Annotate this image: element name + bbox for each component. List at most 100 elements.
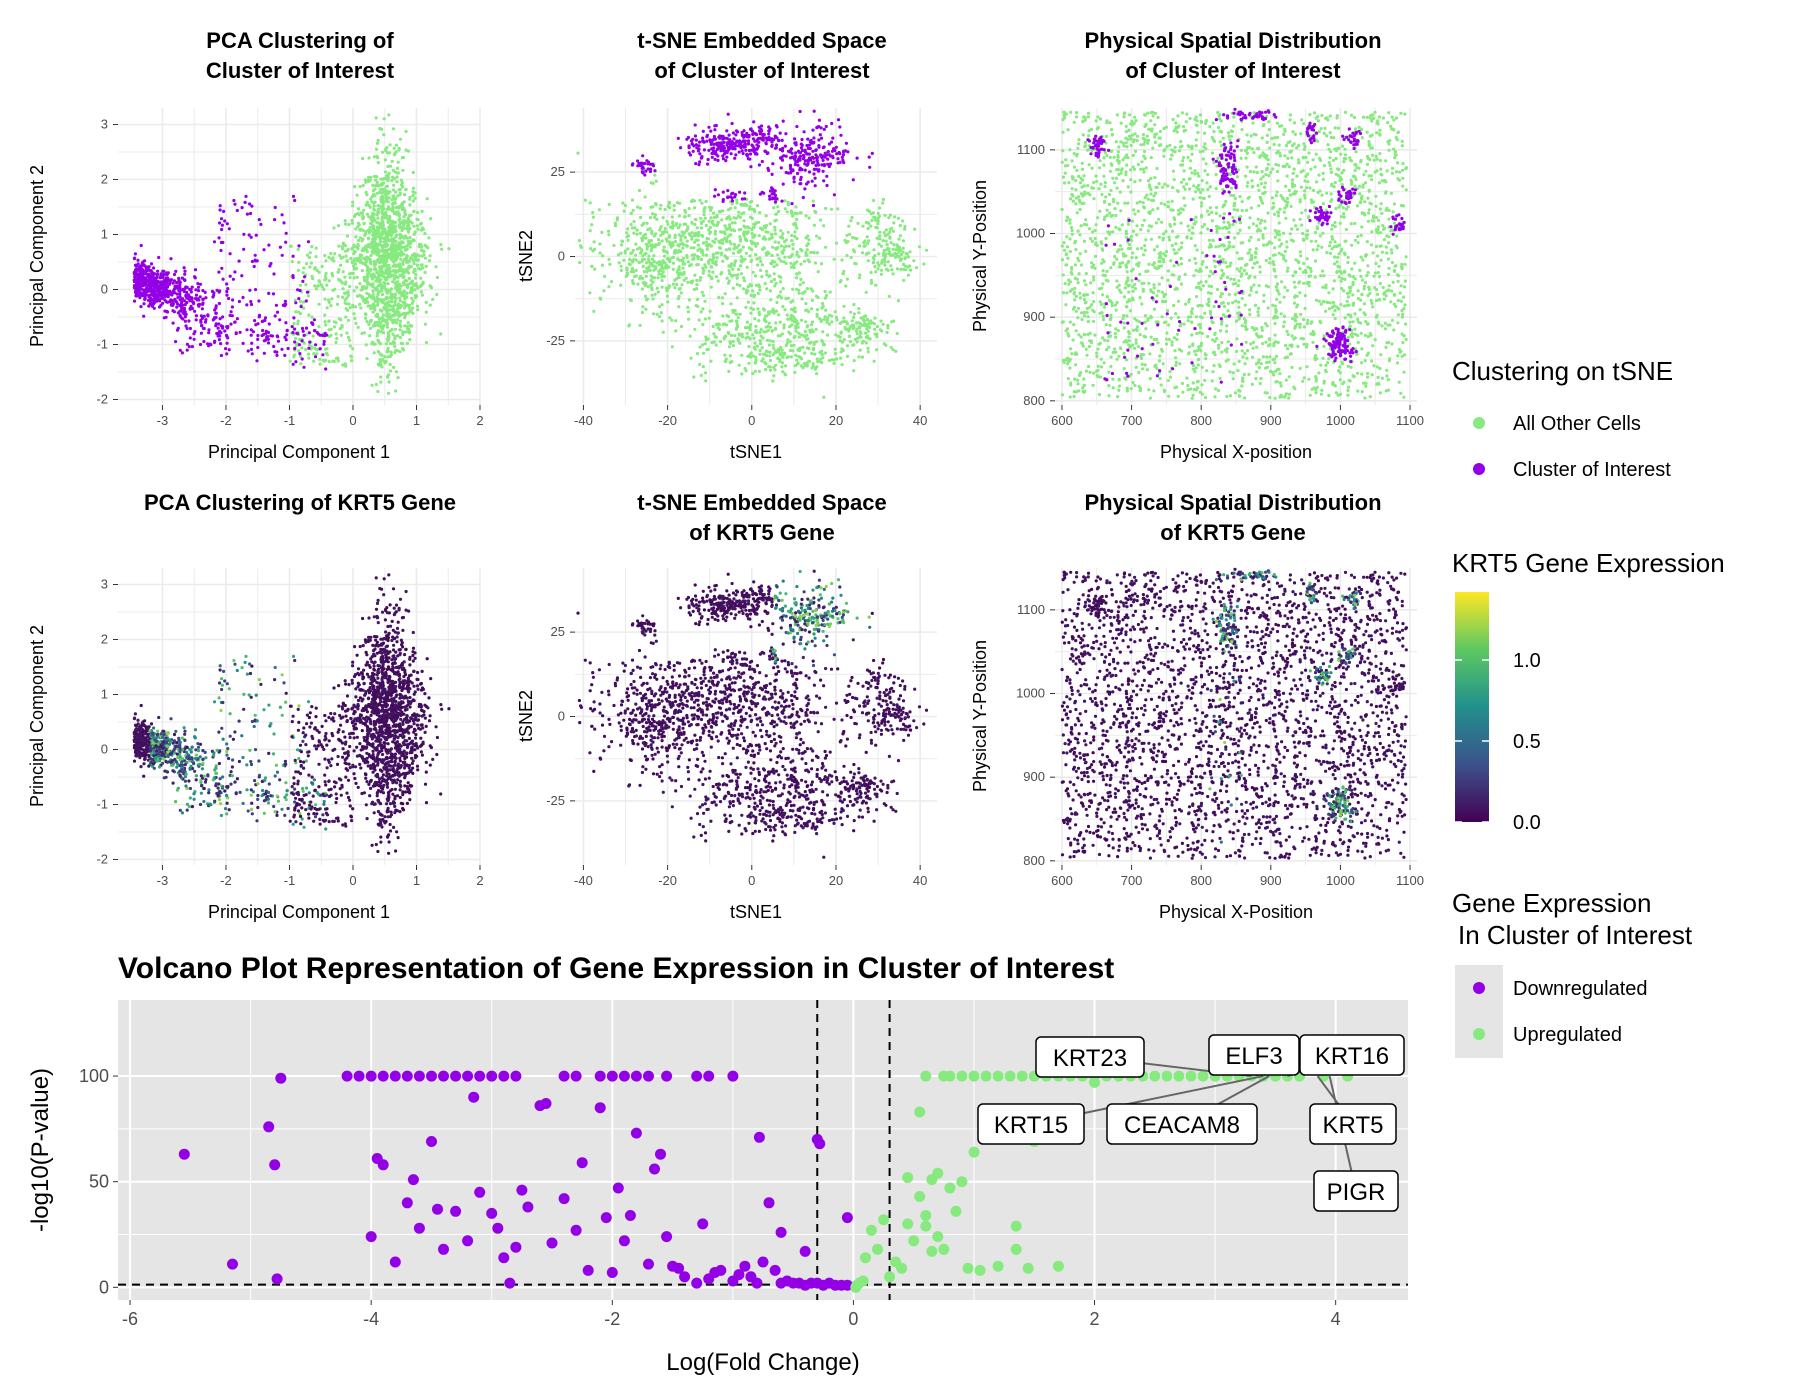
point-other	[717, 246, 722, 250]
point-other	[856, 221, 860, 225]
point-other	[770, 253, 774, 258]
x-tick-label: -20	[658, 413, 677, 428]
point-other	[745, 239, 749, 243]
point-other	[781, 304, 785, 309]
point-cluster	[702, 148, 707, 152]
point-cluster	[812, 136, 816, 140]
point-other	[387, 312, 391, 316]
point-cluster	[234, 331, 238, 335]
point-other	[302, 300, 306, 304]
point-cluster	[225, 293, 229, 297]
point-cluster	[241, 341, 245, 345]
point-other	[751, 289, 755, 293]
point-other	[435, 292, 439, 297]
point-cluster	[798, 158, 802, 162]
point-other	[337, 244, 341, 248]
point-other	[795, 272, 799, 276]
point-cluster	[250, 259, 254, 264]
point-other	[769, 232, 773, 236]
point-other	[801, 345, 805, 349]
point-other	[811, 348, 816, 352]
point-cluster	[242, 247, 246, 251]
point-other	[406, 260, 410, 264]
point-other	[810, 366, 814, 370]
point-other	[714, 251, 718, 255]
point-other	[396, 263, 401, 267]
point-cluster	[810, 161, 815, 165]
point-cluster	[182, 266, 186, 270]
point-other	[338, 253, 342, 258]
point-other	[378, 358, 382, 362]
point-other	[350, 218, 354, 222]
point-other	[599, 297, 603, 301]
point-other	[634, 268, 638, 272]
point-other	[903, 224, 907, 229]
point-cluster	[834, 145, 838, 149]
point-other	[881, 201, 885, 205]
point-cluster	[764, 136, 768, 140]
point-cluster	[232, 198, 236, 203]
point-other	[727, 345, 732, 349]
point-cluster	[183, 319, 187, 323]
point-other	[398, 268, 403, 272]
point-other	[640, 248, 644, 252]
point-cluster	[275, 310, 280, 314]
point-other	[727, 331, 731, 336]
point-other	[407, 240, 411, 244]
point-other	[396, 205, 400, 209]
point-cluster	[775, 125, 779, 129]
point-cluster	[221, 325, 225, 329]
point-cluster	[798, 151, 802, 155]
point-other	[1119, 121, 1123, 125]
point-other	[917, 245, 922, 249]
point-cluster	[812, 109, 816, 113]
point-cluster	[171, 281, 175, 285]
point-other	[753, 222, 757, 226]
point-other	[371, 282, 375, 286]
point-other	[372, 216, 376, 220]
point-other	[725, 276, 729, 280]
point-cluster	[844, 141, 849, 145]
point-other	[745, 320, 749, 324]
point-cluster	[227, 227, 231, 231]
point-other	[714, 343, 718, 347]
point-cluster	[165, 300, 170, 304]
point-other	[376, 349, 380, 354]
point-other	[786, 296, 790, 300]
point-cluster	[170, 299, 174, 303]
point-other	[293, 298, 297, 302]
point-other	[758, 288, 762, 292]
point-other	[386, 316, 391, 321]
point-other	[709, 244, 714, 248]
point-other	[680, 241, 684, 246]
point-cluster	[786, 171, 790, 175]
point-other	[698, 362, 702, 367]
point-other	[773, 240, 777, 244]
point-cluster	[225, 289, 229, 294]
point-cluster	[757, 140, 761, 144]
point-cluster	[275, 353, 279, 357]
point-other	[832, 358, 836, 362]
point-other	[414, 273, 418, 277]
point-other	[711, 270, 715, 274]
point-cluster	[227, 296, 231, 301]
point-other	[431, 297, 435, 301]
point-other	[720, 238, 724, 242]
point-cluster	[752, 148, 756, 152]
point-other	[804, 308, 808, 312]
point-other	[651, 312, 656, 316]
point-cluster	[789, 166, 793, 171]
point-cluster	[822, 154, 826, 158]
point-other	[351, 204, 355, 208]
point-other	[776, 205, 780, 209]
point-other	[296, 268, 300, 272]
point-cluster	[822, 127, 826, 131]
point-other	[739, 202, 743, 207]
point-cluster	[827, 153, 831, 157]
point-other	[408, 235, 412, 240]
point-other	[810, 320, 815, 324]
point-other	[1250, 382, 1254, 386]
point-other	[881, 322, 885, 326]
point-other	[407, 303, 412, 307]
point-cluster	[701, 136, 705, 140]
